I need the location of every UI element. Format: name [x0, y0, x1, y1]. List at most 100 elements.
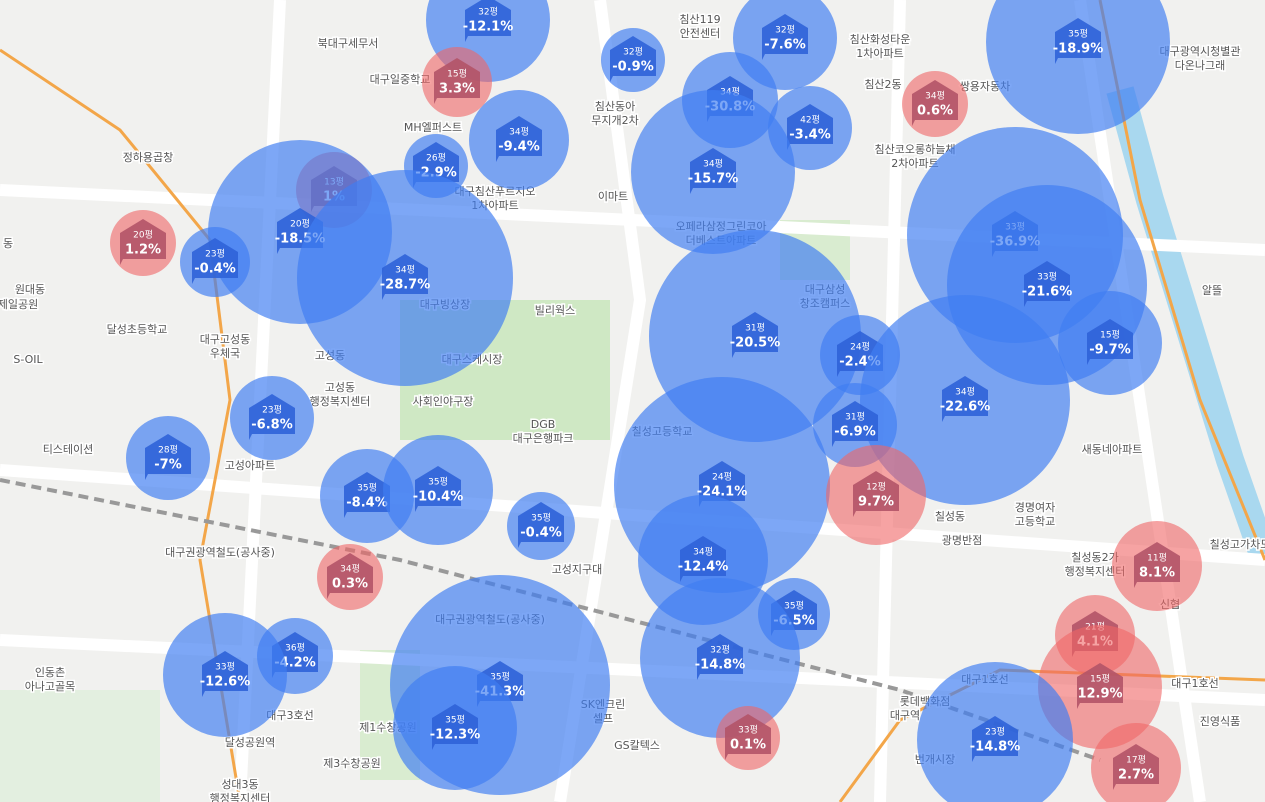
price-bubble[interactable]: 28평-7%	[126, 416, 210, 500]
place-label: 침산화성타운	[850, 33, 911, 46]
house-icon	[912, 80, 958, 126]
house-icon	[1087, 319, 1133, 365]
bubble-size: 28평	[158, 445, 178, 456]
bubble-change: -22.6%	[940, 400, 991, 415]
house-icon	[1134, 542, 1180, 588]
bubble-change: -3.4%	[789, 128, 830, 143]
place-label: 침산119	[679, 13, 720, 26]
place-label: 대구고성동	[200, 333, 251, 346]
price-bubble[interactable]: 17평 2.7%	[1091, 723, 1181, 802]
bubble-change: -6.8%	[251, 418, 292, 433]
place-label: 대구광역시청별관	[1160, 45, 1241, 58]
house-icon	[942, 376, 988, 422]
place-label: 광명반점	[942, 534, 982, 547]
bubble-change: 0.6%	[917, 104, 953, 119]
place-label: 안전센터	[680, 27, 720, 40]
price-bubble[interactable]: 23평 -14.8%	[917, 662, 1073, 802]
house-icon	[1055, 18, 1101, 64]
house-icon	[382, 254, 428, 300]
price-bubble[interactable]: 23평 -6.8%	[230, 376, 314, 460]
place-label: GS칼텍스	[614, 739, 660, 752]
price-bubble[interactable]: 34평 -15.7%	[631, 90, 795, 254]
place-label: 달성초등학교	[107, 323, 168, 336]
price-bubble[interactable]: 33평 -12.6%	[163, 613, 287, 737]
house-icon	[120, 219, 166, 265]
place-label: 아나고골목	[25, 680, 76, 693]
bubble-size: 32평	[710, 645, 730, 656]
house-icon	[496, 116, 542, 162]
place-label: 인동촌	[35, 666, 65, 679]
price-bubble[interactable]: 20평 1.2%	[110, 210, 176, 276]
bubble-size: 12평	[866, 482, 886, 493]
bubble-size: 35평	[1068, 29, 1088, 40]
bubble-size: 34평	[955, 387, 975, 398]
house-icon	[327, 553, 373, 599]
bubble-change: 3.3%	[439, 82, 475, 97]
bubble-size: 35평	[490, 672, 510, 683]
bubble-change: 0.1%	[730, 738, 766, 753]
house-icon	[518, 502, 564, 548]
bubble-change: -12.4%	[678, 560, 729, 575]
price-bubble[interactable]: 34평 -28.7%	[297, 170, 513, 386]
house-icon	[415, 466, 461, 512]
bubble-size: 33평	[1037, 272, 1057, 283]
park	[0, 690, 160, 802]
bubble-size: 24평	[712, 472, 732, 483]
price-bubble[interactable]: 35평 -18.9%	[986, 0, 1170, 134]
house-icon	[732, 312, 778, 358]
place-label: 침산2동	[864, 78, 901, 91]
bubble-size: 15평	[447, 69, 467, 80]
bubble-size: 20평	[133, 230, 153, 241]
price-bubble[interactable]: 15평 -9.7%	[1058, 291, 1162, 395]
price-bubble[interactable]: 12평 9.7%	[826, 445, 926, 545]
house-icon	[610, 36, 656, 82]
house-icon	[762, 14, 808, 60]
place-label: 고등학교	[1015, 515, 1055, 528]
house-icon	[972, 716, 1018, 762]
place-label: 대구권광역철도(공사중)	[165, 546, 275, 559]
house-icon	[787, 104, 833, 150]
house-icon	[853, 471, 899, 517]
house-icon	[690, 148, 736, 194]
house-icon	[432, 704, 478, 750]
price-bubble[interactable]: 34평 -9.4%	[469, 90, 569, 190]
price-bubble[interactable]: 15평 3.3%	[422, 47, 492, 117]
bubble-change: -12.1%	[463, 20, 514, 35]
bubble-size: 34평	[509, 127, 529, 138]
bubble-size: 17평	[1126, 755, 1146, 766]
bubble-change: 1.2%	[125, 243, 161, 258]
place-label: 대구역	[890, 709, 920, 722]
place-label: 칠성동	[935, 510, 965, 523]
house-icon	[725, 714, 771, 760]
price-bubble[interactable]: 11평 8.1%	[1112, 521, 1202, 611]
house-icon	[249, 394, 295, 440]
place-label: 칠성동2가	[1071, 551, 1118, 564]
bubble-change: -7.6%	[764, 38, 805, 53]
bubble-change: -9.4%	[498, 140, 539, 155]
bubble-change: -10.4%	[413, 490, 464, 505]
price-bubble[interactable]: 35평 -10.4%	[383, 435, 493, 545]
price-bubble[interactable]: 35평 -0.4%	[507, 492, 575, 560]
place-label: 침산코오롱하늘채	[875, 142, 956, 156]
bubble-change: -0.4%	[194, 262, 235, 277]
price-bubble[interactable]: 35평 -12.3%	[393, 666, 517, 790]
price-bubble[interactable]: 32평 -14.8%	[640, 578, 800, 738]
house-icon	[145, 434, 191, 480]
bubble-size: 33평	[215, 662, 235, 673]
bubble-change: -20.5%	[730, 336, 781, 351]
place-label: 고성지구대	[552, 563, 603, 576]
price-bubble[interactable]: 34평 0.6%	[902, 71, 968, 137]
price-bubble[interactable]: 34평 0.3%	[317, 544, 383, 610]
bubble-change: -8.4%	[346, 496, 387, 511]
place-label: 달성공원역	[225, 736, 276, 749]
price-bubble[interactable]: 34평 -22.6%	[860, 295, 1070, 505]
price-bubble[interactable]: 23평 -0.4%	[180, 227, 250, 297]
place-label: 빌리웍스	[535, 304, 575, 317]
bubble-size: 15평	[1090, 674, 1110, 685]
place-label: 제일공원	[0, 297, 38, 311]
bubble-size: 35평	[357, 483, 377, 494]
bubble-change: -15.7%	[688, 172, 739, 187]
price-bubble[interactable]: 32평 -0.9%	[601, 28, 665, 92]
price-bubble[interactable]: 33평 0.1%	[716, 706, 780, 770]
bubble-size: 35평	[784, 601, 804, 612]
